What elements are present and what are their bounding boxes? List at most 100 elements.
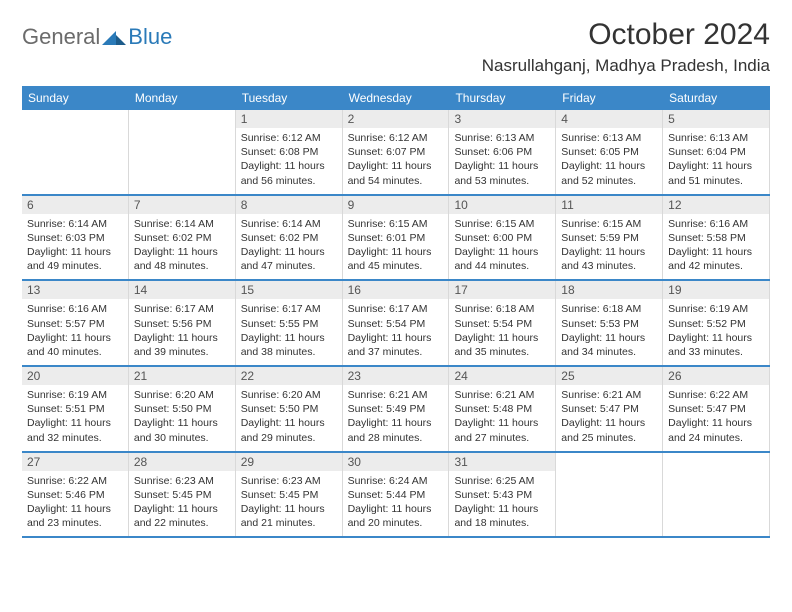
cell-line-sr: Sunrise: 6:22 AM	[27, 474, 123, 488]
cell-line-sr: Sunrise: 6:21 AM	[454, 388, 550, 402]
cell-line-dl2: and 32 minutes.	[27, 431, 123, 445]
daynum-row: 17	[449, 281, 555, 299]
cell-line-dl1: Daylight: 11 hours	[241, 502, 337, 516]
day-number: 20	[27, 369, 40, 383]
calendar-cell: 19Sunrise: 6:19 AMSunset: 5:52 PMDayligh…	[663, 281, 770, 365]
daynum-row: 4	[556, 110, 662, 128]
cell-line-dl1: Daylight: 11 hours	[348, 416, 444, 430]
daynum-row: 24	[449, 367, 555, 385]
cell-line-ss: Sunset: 5:59 PM	[561, 231, 657, 245]
cell-line-dl2: and 27 minutes.	[454, 431, 550, 445]
day-header: Monday	[129, 86, 236, 110]
day-number: 11	[561, 198, 573, 212]
day-number: 31	[454, 455, 467, 469]
day-number: 6	[27, 198, 34, 212]
cell-line-dl2: and 23 minutes.	[27, 516, 123, 530]
calendar-cell: 26Sunrise: 6:22 AMSunset: 5:47 PMDayligh…	[663, 367, 770, 451]
cell-line-sr: Sunrise: 6:17 AM	[348, 302, 444, 316]
calendar-cell: 14Sunrise: 6:17 AMSunset: 5:56 PMDayligh…	[129, 281, 236, 365]
cell-line-dl1: Daylight: 11 hours	[668, 245, 764, 259]
daynum-row: 16	[343, 281, 449, 299]
cell-line-dl2: and 53 minutes.	[454, 174, 550, 188]
cell-line-ss: Sunset: 5:55 PM	[241, 317, 337, 331]
calendar-row: 1Sunrise: 6:12 AMSunset: 6:08 PMDaylight…	[22, 110, 770, 196]
cell-line-dl1: Daylight: 11 hours	[27, 331, 123, 345]
cell-line-dl1: Daylight: 11 hours	[454, 502, 550, 516]
cell-line-sr: Sunrise: 6:19 AM	[27, 388, 123, 402]
cell-line-ss: Sunset: 5:54 PM	[348, 317, 444, 331]
calendar-cell: 29Sunrise: 6:23 AMSunset: 5:45 PMDayligh…	[236, 453, 343, 537]
cell-line-ss: Sunset: 5:51 PM	[27, 402, 123, 416]
day-header: Thursday	[449, 86, 556, 110]
cell-line-dl2: and 43 minutes.	[561, 259, 657, 273]
cell-line-sr: Sunrise: 6:13 AM	[561, 131, 657, 145]
cell-line-dl2: and 52 minutes.	[561, 174, 657, 188]
cell-line-ss: Sunset: 6:06 PM	[454, 145, 550, 159]
cell-line-dl2: and 39 minutes.	[134, 345, 230, 359]
cell-line-sr: Sunrise: 6:20 AM	[241, 388, 337, 402]
day-header: Friday	[556, 86, 663, 110]
calendar-cell	[22, 110, 129, 194]
cell-line-sr: Sunrise: 6:15 AM	[454, 217, 550, 231]
cell-line-sr: Sunrise: 6:21 AM	[348, 388, 444, 402]
logo-mark-icon	[102, 27, 126, 48]
cell-line-dl1: Daylight: 11 hours	[668, 331, 764, 345]
cell-line-dl1: Daylight: 11 hours	[241, 416, 337, 430]
calendar-cell: 15Sunrise: 6:17 AMSunset: 5:55 PMDayligh…	[236, 281, 343, 365]
daynum-row: 19	[663, 281, 769, 299]
daynum-row: 12	[663, 196, 769, 214]
cell-line-dl1: Daylight: 11 hours	[561, 331, 657, 345]
calendar-cell: 10Sunrise: 6:15 AMSunset: 6:00 PMDayligh…	[449, 196, 556, 280]
cell-line-dl2: and 20 minutes.	[348, 516, 444, 530]
cell-line-dl2: and 24 minutes.	[668, 431, 764, 445]
day-number: 30	[348, 455, 361, 469]
day-number: 5	[668, 112, 675, 126]
cell-line-dl1: Daylight: 11 hours	[134, 502, 230, 516]
cell-line-ss: Sunset: 5:57 PM	[27, 317, 123, 331]
cell-line-ss: Sunset: 5:47 PM	[561, 402, 657, 416]
calendar-row: 20 Sunrise: 6:19 AMSunset: 5:51 PM Dayligh…	[22, 367, 770, 453]
day-number: 2	[348, 112, 355, 126]
cell-line-dl2: and 18 minutes.	[454, 516, 550, 530]
cell-line-ss: Sunset: 5:54 PM	[454, 317, 550, 331]
day-number: 25	[561, 369, 574, 383]
calendar-header: SundayMondayTuesdayWednesdayThursdayFrid…	[22, 86, 770, 110]
cell-line-dl2: and 22 minutes.	[134, 516, 230, 530]
cell-line-ss: Sunset: 5:47 PM	[668, 402, 764, 416]
cell-line-sr: Sunrise: 6:25 AM	[454, 474, 550, 488]
cell-line-dl2: and 56 minutes.	[241, 174, 337, 188]
cell-line-dl2: and 28 minutes.	[348, 431, 444, 445]
day-number: 27	[27, 455, 40, 469]
calendar-cell: 8Sunrise: 6:14 AMSunset: 6:02 PMDaylight…	[236, 196, 343, 280]
cell-line-dl1: Daylight: 11 hours	[134, 416, 230, 430]
calendar-cell: 7Sunrise: 6:14 AMSunset: 6:02 PMDaylight…	[129, 196, 236, 280]
cell-line-dl2: and 33 minutes.	[668, 345, 764, 359]
cell-line-sr: Sunrise: 6:14 AM	[134, 217, 230, 231]
cell-line-dl2: and 40 minutes.	[27, 345, 123, 359]
calendar-cell: 5Sunrise: 6:13 AMSunset: 6:04 PMDaylight…	[663, 110, 770, 194]
cell-line-ss: Sunset: 6:08 PM	[241, 145, 337, 159]
cell-line-dl2: and 30 minutes.	[134, 431, 230, 445]
cell-line-dl1: Daylight: 11 hours	[561, 245, 657, 259]
cell-line-dl1: Daylight: 11 hours	[241, 159, 337, 173]
cell-line-dl2: and 45 minutes.	[348, 259, 444, 273]
cell-line-sr: Sunrise: 6:13 AM	[668, 131, 764, 145]
calendar-cell: 27Sunrise: 6:22 AMSunset: 5:46 PMDayligh…	[22, 453, 129, 537]
calendar-row: 6Sunrise: 6:14 AMSunset: 6:03 PMDaylight…	[22, 196, 770, 282]
cell-line-ss: Sunset: 5:48 PM	[454, 402, 550, 416]
calendar-cell: 17Sunrise: 6:18 AMSunset: 5:54 PMDayligh…	[449, 281, 556, 365]
cell-line-dl2: and 44 minutes.	[454, 259, 550, 273]
calendar-cell: 18Sunrise: 6:18 AMSunset: 5:53 PMDayligh…	[556, 281, 663, 365]
cell-line-dl1: Daylight: 11 hours	[348, 502, 444, 516]
calendar-cell: 6Sunrise: 6:14 AMSunset: 6:03 PMDaylight…	[22, 196, 129, 280]
day-number: 13	[27, 283, 40, 297]
cell-line-ss: Sunset: 6:01 PM	[348, 231, 444, 245]
cell-line-dl1: Daylight: 11 hours	[668, 159, 764, 173]
cell-line-ss: Sunset: 6:00 PM	[454, 231, 550, 245]
title-block: October 2024 Nasrullahganj, Madhya Prade…	[482, 18, 770, 76]
cell-line-dl1: Daylight: 11 hours	[241, 245, 337, 259]
calendar-cell: 31Sunrise: 6:25 AMSunset: 5:43 PMDayligh…	[449, 453, 556, 537]
header: General Blue October 2024 Nasrullahganj,…	[22, 18, 770, 76]
day-number: 18	[561, 283, 574, 297]
daynum-row: 22	[236, 367, 342, 385]
